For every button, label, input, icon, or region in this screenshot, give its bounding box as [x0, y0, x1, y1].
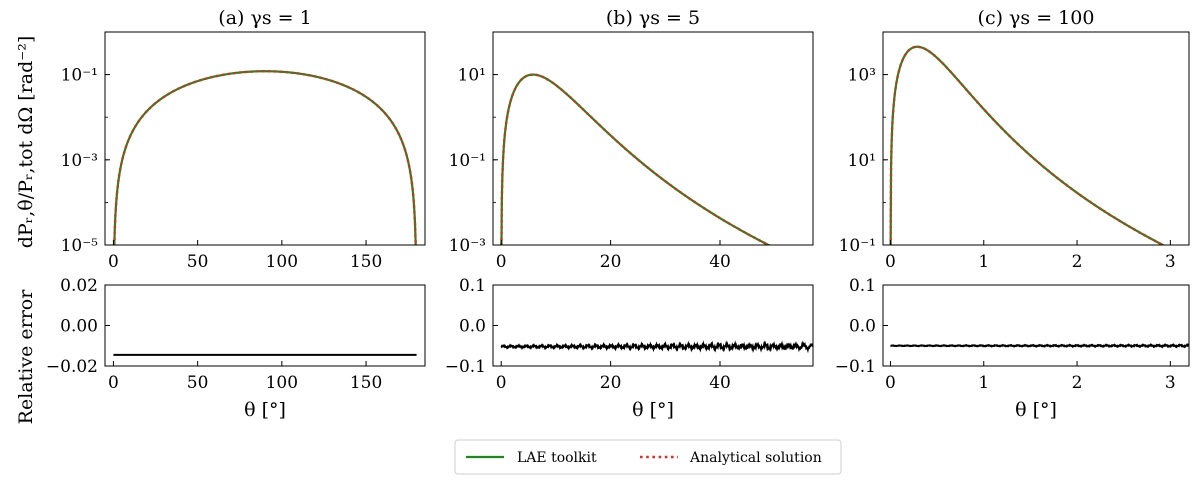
xtick-label: 0	[108, 373, 119, 393]
ytick-label: 10⁻³	[61, 151, 98, 171]
ytick-label: 10⁻⁵	[61, 236, 99, 256]
xtick-label: 3	[1165, 373, 1176, 393]
ytick-label: 10⁻¹	[61, 66, 98, 86]
xlabel: θ [°]	[244, 399, 286, 421]
xtick-label: 0	[885, 252, 896, 272]
panel-a: (a) γs = 1 10⁻⁵ 10⁻³ 10⁻¹ 0 50 100 150 −0.02 0.00…	[46, 7, 426, 421]
panel-title: (a) γs = 1	[218, 7, 311, 29]
ytick-label: −0.1	[835, 357, 876, 377]
ytick-label: −0.02	[46, 357, 98, 377]
bottom-ylabel: Relative error	[15, 289, 37, 425]
panel-b: (b) γs = 5 10⁻³ 10⁻¹ 10¹ 0 20 40 −0.1 0.0 0.1 0 20 4…	[445, 7, 814, 421]
top-axes-frame	[104, 31, 426, 246]
xtick-label: 40	[709, 252, 731, 272]
series-relative-error	[890, 343, 1189, 349]
legend-label-analytical: Analytical solution	[689, 450, 822, 466]
ytick-label: 0.0	[849, 317, 876, 337]
top-axes-frame	[882, 31, 1190, 246]
panels: (a) γs = 110⁻⁵10⁻³10⁻¹0 50 100 150−0.020.00…	[46, 7, 1190, 421]
panel-title: (c) γs = 100	[978, 7, 1095, 29]
ytick-label: 0.00	[60, 317, 98, 337]
bottom-axes-frame	[882, 284, 1190, 367]
bottom-axes-frame	[492, 284, 814, 367]
xtick-label: 2	[1072, 373, 1083, 393]
series-relative-error	[500, 340, 813, 354]
ytick-label: 10¹	[848, 151, 876, 171]
ytick-label: 0.0	[459, 317, 486, 337]
xtick-label: 50	[187, 373, 209, 393]
legend-label-lae: LAE toolkit	[517, 450, 597, 466]
xlabel: θ [°]	[1015, 399, 1057, 421]
xtick-label: 3	[1165, 252, 1176, 272]
bottom-axes-frame	[104, 284, 426, 367]
ytick-label: −0.1	[445, 357, 486, 377]
series-analytical-solution	[500, 73, 772, 245]
series-analytical-solution	[113, 70, 417, 245]
series-analytical-solution	[889, 45, 1166, 245]
xtick-label: 150	[350, 373, 382, 393]
xtick-label: 0	[496, 373, 507, 393]
xlabel: θ [°]	[632, 399, 674, 421]
xtick-label: 1	[978, 373, 989, 393]
ytick-label: 0.1	[849, 276, 876, 296]
xtick-label: 50	[187, 252, 209, 272]
top-ylabel: dPᵣ,θ/Pᵣ,tot dΩ [rad⁻²]	[15, 36, 37, 249]
ytick-label: 0.1	[459, 276, 486, 296]
xtick-label: 150	[350, 252, 382, 272]
panel-c: (c) γs = 100 10⁻¹ 10¹ 10³ 0 1 2 3 −0.1 0.0 0.1 0 1 2 3…	[835, 7, 1190, 421]
xtick-label: 1	[978, 252, 989, 272]
top-axes-frame	[492, 31, 814, 246]
series-lae-toolkit	[113, 70, 417, 245]
ytick-label: 0.02	[60, 276, 98, 296]
xtick-label: 2	[1072, 252, 1083, 272]
ytick-label: 10³	[848, 66, 876, 86]
panel-title: (b) γs = 5	[606, 7, 700, 29]
xtick-label: 20	[600, 252, 622, 272]
xtick-label: 0	[885, 373, 896, 393]
xtick-label: 0	[496, 252, 507, 272]
xtick-label: 100	[266, 252, 298, 272]
xtick-label: 0	[108, 252, 119, 272]
series-lae-toolkit	[889, 45, 1166, 245]
ytick-label: 10⁻¹	[839, 236, 876, 256]
ytick-label: 10⁻³	[449, 236, 486, 256]
ytick-label: 10¹	[458, 66, 486, 86]
legend: LAE toolkit Analytical solution	[454, 439, 842, 475]
xtick-label: 40	[709, 373, 731, 393]
xtick-label: 20	[600, 373, 622, 393]
xtick-label: 100	[266, 373, 298, 393]
ytick-label: 10⁻¹	[449, 151, 486, 171]
